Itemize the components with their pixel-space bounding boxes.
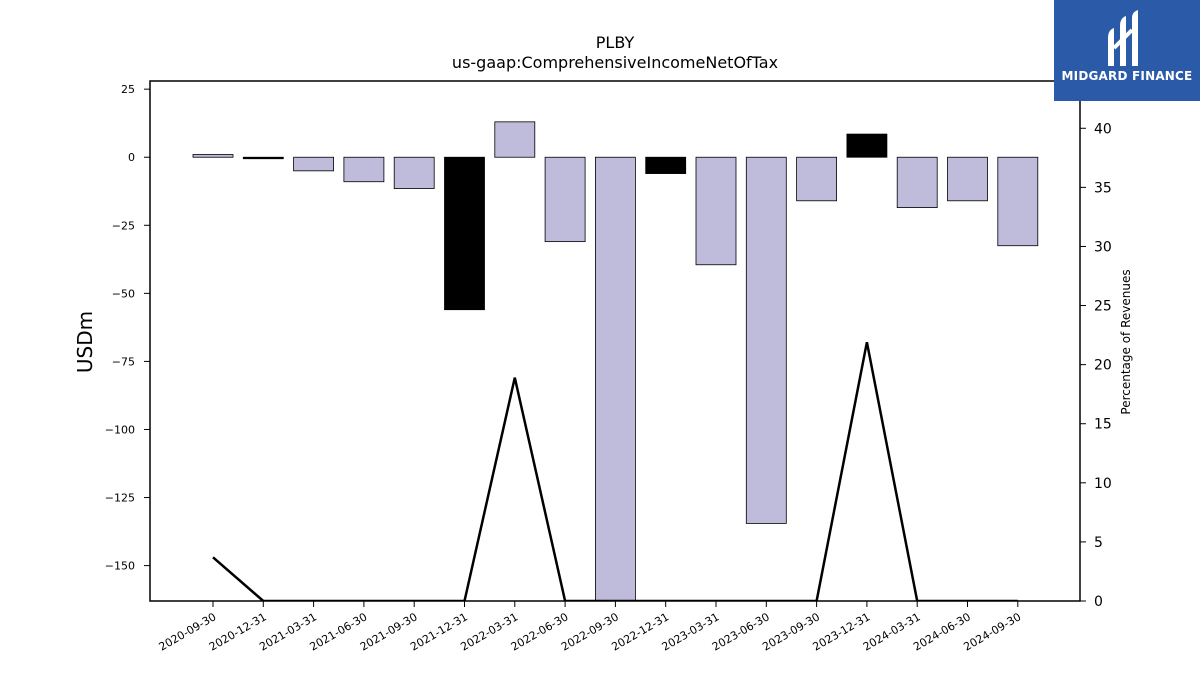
y-tick-label: −75 bbox=[112, 355, 135, 368]
bar bbox=[645, 156, 687, 174]
y-tick-label: −100 bbox=[105, 423, 135, 436]
bar bbox=[494, 121, 536, 158]
bar bbox=[242, 156, 284, 160]
y-tick-label: −25 bbox=[112, 219, 135, 232]
bar bbox=[896, 156, 938, 208]
y2-tick-label: 25 bbox=[1094, 299, 1112, 315]
bar bbox=[595, 156, 636, 601]
x-tick-label: 2024-09-30 bbox=[961, 610, 1023, 653]
bar bbox=[192, 154, 234, 158]
chart-title: PLBY bbox=[596, 33, 635, 52]
y2-tick-label: 15 bbox=[1094, 417, 1112, 433]
y2-axis-label: Percentage of Revenues bbox=[1119, 269, 1133, 414]
y-tick-label: 0 bbox=[128, 151, 135, 164]
bar bbox=[695, 156, 737, 266]
y-tick-label: −125 bbox=[105, 492, 135, 505]
brand-logo: MIDGARD FINANCE bbox=[1054, 0, 1200, 101]
bar bbox=[544, 156, 586, 243]
chart-subtitle: us-gaap:ComprehensiveIncomeNetOfTax bbox=[452, 53, 778, 72]
y-tick-label: 25 bbox=[121, 83, 135, 96]
brand-name: MIDGARD FINANCE bbox=[1061, 69, 1193, 83]
bar bbox=[997, 156, 1039, 247]
y-tick-label: −50 bbox=[112, 287, 135, 300]
y2-tick-label: 5 bbox=[1094, 535, 1103, 551]
y2-tick-label: 35 bbox=[1094, 180, 1112, 196]
y2-tick-label: 10 bbox=[1094, 476, 1112, 492]
y-axis-label: USDm bbox=[73, 311, 97, 373]
y2-tick-label: 20 bbox=[1094, 358, 1112, 374]
bar bbox=[947, 156, 988, 202]
bar bbox=[343, 156, 385, 183]
y-tick-label: −150 bbox=[105, 560, 135, 573]
bar bbox=[745, 156, 787, 524]
bar bbox=[444, 156, 485, 311]
midgard-logo-icon bbox=[1108, 10, 1138, 66]
series-line bbox=[212, 341, 1018, 601]
bar bbox=[293, 156, 335, 172]
bar bbox=[846, 133, 888, 158]
y2-tick-label: 30 bbox=[1094, 239, 1112, 255]
plot-area: 25 0 −25 −50 −75 −100 −125 −150 0 5 10 15 20 25 30 35 40… bbox=[105, 80, 1112, 654]
y2-tick-label: 0 bbox=[1094, 594, 1103, 610]
bar bbox=[393, 156, 435, 189]
y2-tick-label: 40 bbox=[1094, 121, 1112, 137]
bar bbox=[796, 156, 837, 202]
